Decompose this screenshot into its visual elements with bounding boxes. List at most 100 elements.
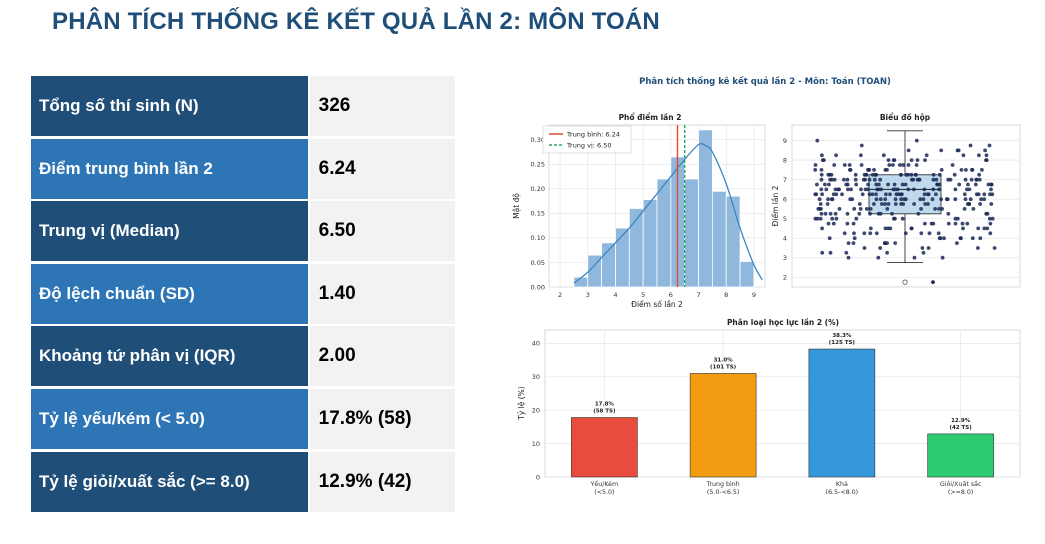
score-point <box>989 187 993 192</box>
histogram-ytick-label: 0.25 <box>531 161 545 169</box>
score-point <box>987 216 992 221</box>
score-point <box>942 236 946 241</box>
score-point <box>868 226 873 231</box>
score-point <box>834 216 839 221</box>
score-point <box>936 231 941 236</box>
score-point <box>878 246 883 250</box>
score-point <box>900 182 905 187</box>
score-point <box>987 143 992 148</box>
score-point <box>923 158 927 162</box>
score-point <box>872 202 876 206</box>
histogram-bar <box>725 195 741 288</box>
score-point <box>819 168 824 172</box>
score-point <box>946 177 951 182</box>
boxplot-ytick-label: 3 <box>783 254 787 262</box>
score-point <box>956 148 961 153</box>
score-point <box>939 148 944 153</box>
score-point <box>892 182 897 187</box>
histogram-xtick-label: 5 <box>641 291 645 299</box>
score-point <box>826 221 831 226</box>
score-point <box>912 202 916 206</box>
score-point <box>899 172 903 177</box>
score-point <box>965 187 969 192</box>
bar <box>689 373 757 478</box>
bar <box>808 348 876 478</box>
score-point <box>926 192 931 197</box>
score-point <box>933 207 937 211</box>
score-point <box>978 236 983 241</box>
score-point <box>842 231 847 236</box>
score-point <box>923 221 927 226</box>
score-point <box>858 207 863 211</box>
score-point <box>867 192 872 197</box>
score-point <box>863 187 868 192</box>
boxplot-ytick-label: 2 <box>783 274 787 282</box>
score-point <box>960 221 965 226</box>
histogram-xlabel: Điểm số lần 2 <box>631 300 683 309</box>
score-point <box>914 163 919 167</box>
score-point <box>988 221 993 226</box>
score-point <box>857 211 862 216</box>
score-point <box>829 172 834 177</box>
score-point <box>879 187 883 192</box>
score-point <box>883 197 888 202</box>
score-point <box>830 197 835 202</box>
histogram-bar <box>642 199 658 288</box>
stats-table: Tổng số thí sinh (N) 326 Điểm trung bình… <box>31 76 455 514</box>
score-point <box>974 177 979 182</box>
score-point <box>820 226 824 231</box>
bar-count-label: (58 TS) <box>593 409 616 415</box>
score-point <box>846 187 850 192</box>
histogram-ytick-label: 0.05 <box>531 259 545 267</box>
score-point <box>859 153 863 158</box>
bar-category-label: Giỏi/Xuất sắc <box>940 479 982 488</box>
stats-row-sd: Độ lệch chuẩn (SD) 1.40 <box>31 263 455 324</box>
histogram-bar <box>684 178 699 288</box>
score-point <box>883 241 887 246</box>
score-point <box>893 202 898 206</box>
legend-box <box>542 125 632 154</box>
histogram-xtick-label: 8 <box>724 291 728 299</box>
score-point <box>906 148 911 153</box>
score-point <box>833 211 838 216</box>
boxplot-ytick-label: 6 <box>783 195 787 203</box>
bar-category-label: Trung bình <box>706 480 740 488</box>
boxplot-ytick-label: 7 <box>783 176 787 184</box>
score-point <box>934 177 939 182</box>
score-point <box>921 250 926 255</box>
score-point <box>959 168 964 172</box>
score-point <box>898 163 902 167</box>
score-point <box>824 187 829 192</box>
score-point <box>903 182 908 187</box>
score-point <box>964 168 968 172</box>
score-point <box>961 153 966 158</box>
score-point <box>842 177 846 182</box>
score-point <box>969 177 974 182</box>
score-point <box>815 138 820 143</box>
boxplot-panel: Biểu đồ hộp 2 3 4 5 6 7 8 9 Điểm lần 2 <box>771 113 1021 288</box>
score-point <box>973 182 978 187</box>
score-point <box>906 172 910 177</box>
score-point <box>886 202 891 206</box>
score-point <box>844 250 849 255</box>
score-point <box>924 153 929 158</box>
stats-row-weak: Tỷ lệ yếu/kém (< 5.0) 17.8% (58) <box>31 388 455 449</box>
score-point <box>820 250 825 255</box>
bar-ylabel: Tỷ lệ (%) <box>517 386 526 421</box>
score-point <box>912 255 917 260</box>
bar <box>571 417 638 478</box>
score-point <box>911 177 916 182</box>
score-point <box>872 177 877 182</box>
legend-mean-label: Trung bình: 6.24 <box>566 131 620 139</box>
score-point <box>923 202 928 206</box>
score-point <box>922 187 927 192</box>
bar-value-label: 12.9% <box>951 418 971 424</box>
score-point <box>983 148 987 153</box>
score-point <box>874 192 878 197</box>
score-point <box>977 172 981 177</box>
score-point <box>847 163 852 167</box>
score-point <box>881 153 886 158</box>
histogram-xtick-label: 4 <box>613 291 617 299</box>
histogram-ytick-label: 0.10 <box>531 234 545 242</box>
score-point <box>931 280 935 285</box>
